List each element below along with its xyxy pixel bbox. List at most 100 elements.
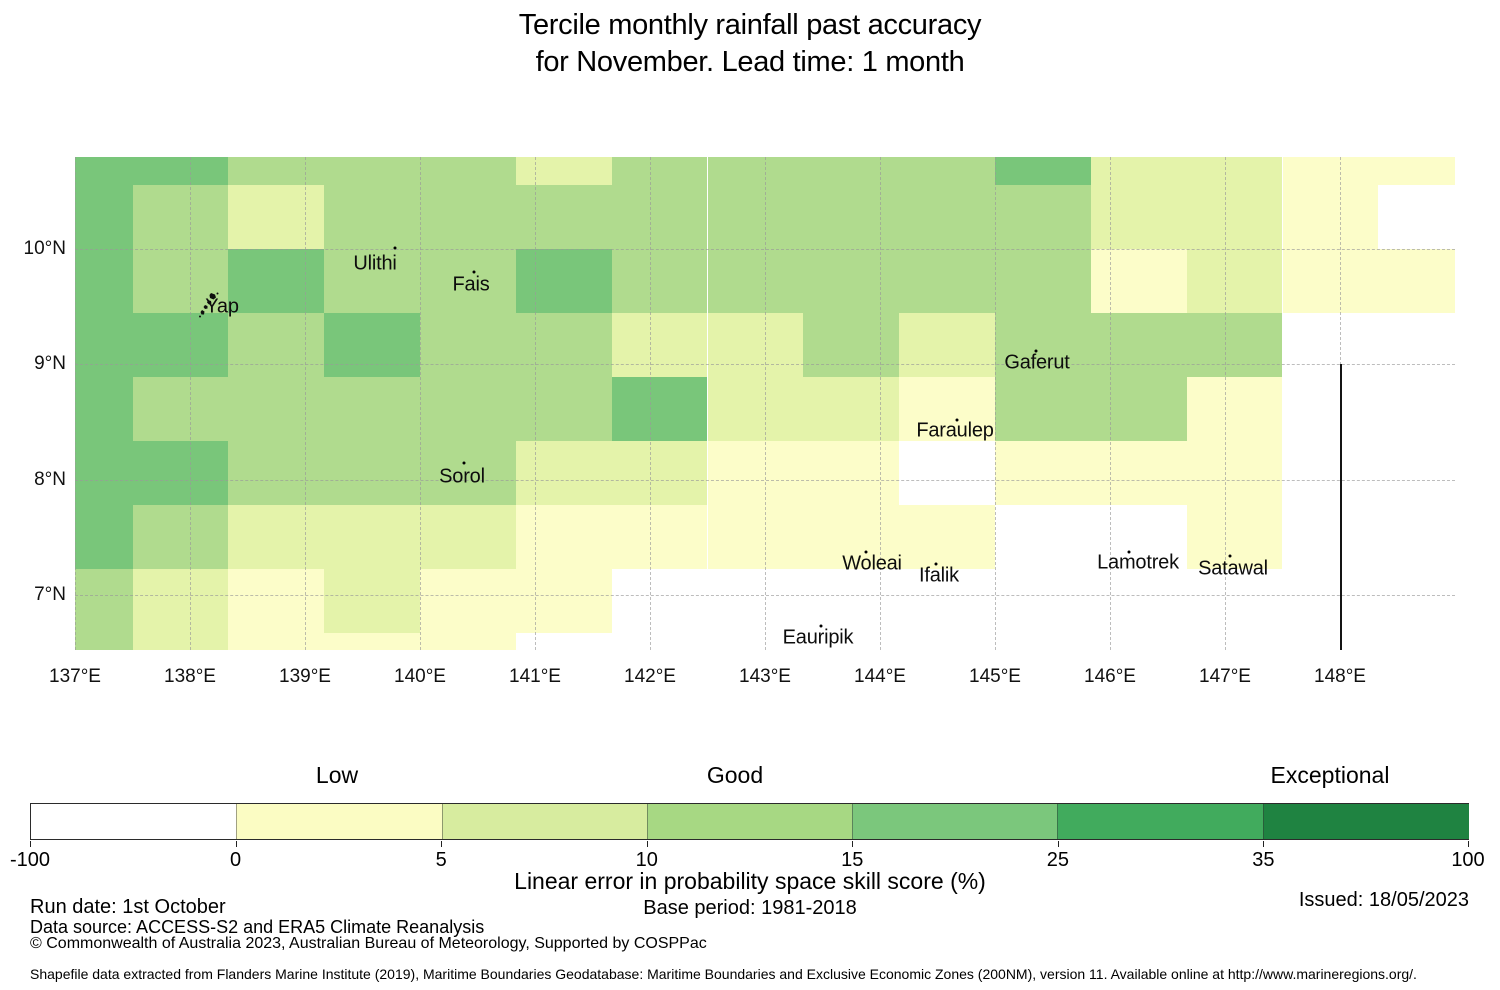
- map-cell: [1186, 184, 1283, 249]
- map-cell: [1186, 249, 1283, 314]
- map-cell: [420, 313, 516, 378]
- map-cell: [132, 184, 229, 249]
- map-cell: [1090, 441, 1187, 506]
- place-label-ifalik: Ifalik: [919, 564, 959, 587]
- map-cell: [228, 377, 325, 442]
- place-label-yap: Yap: [205, 295, 239, 318]
- x-tick-label: 146°E: [1084, 666, 1136, 687]
- place-marker-dot: [472, 270, 476, 274]
- colorbar-tick-label: 15: [841, 849, 864, 871]
- map-cell: [1090, 377, 1187, 442]
- map-cell: [132, 157, 229, 185]
- map-cell: [420, 633, 516, 650]
- map-cell: [75, 249, 133, 314]
- map-cell: [515, 441, 612, 506]
- map-cell: [228, 249, 325, 314]
- footer-copyright: © Commonwealth of Australia 2023, Austra…: [30, 935, 707, 952]
- map-cell: [324, 505, 420, 570]
- map-cell: [995, 184, 1091, 249]
- colorbar-tick: [441, 841, 443, 847]
- map-cell: [515, 505, 612, 570]
- map-cell: [803, 184, 900, 249]
- map-cell: [995, 313, 1091, 378]
- map-cell: [1090, 157, 1187, 185]
- colorbar-tick: [235, 841, 237, 847]
- place-marker-dot: [1034, 349, 1038, 353]
- map-cell: [420, 441, 516, 506]
- map-cell: [420, 157, 516, 185]
- colorbar-segment: [1262, 804, 1469, 839]
- colorbar-tick-label: -100: [9, 849, 51, 871]
- chart-title-line2: for November. Lead time: 1 month: [535, 46, 965, 78]
- map-cell: [228, 633, 325, 650]
- gridline-meridian: [190, 157, 191, 650]
- map-cell: [324, 157, 420, 185]
- place-label-sorol: Sorol: [439, 465, 485, 488]
- gridline-meridian: [765, 157, 766, 650]
- colorbar-category-label: Good: [706, 762, 764, 788]
- chart-title-line1: Tercile monthly rainfall past accuracy: [518, 9, 982, 41]
- place-marker-dot: [819, 624, 823, 628]
- map-cell: [803, 505, 900, 570]
- x-tick-label: 144°E: [854, 666, 906, 687]
- y-tick-label: 8°N: [34, 468, 66, 490]
- map-cell: [1282, 184, 1379, 249]
- gridline-meridian: [1110, 157, 1111, 650]
- x-tick-label: 137°E: [49, 666, 101, 687]
- gridline-parallel: [75, 594, 1455, 596]
- map-cell: [995, 377, 1091, 442]
- gridline-meridian: [1225, 157, 1226, 650]
- map-cell: [899, 377, 995, 442]
- place-marker-dot: [393, 246, 397, 250]
- colorbar-category-label: Exceptional: [1270, 762, 1390, 788]
- x-tick-label: 138°E: [164, 666, 216, 687]
- gridline-parallel: [75, 479, 1455, 481]
- map-cell: [228, 505, 325, 570]
- map-cell: [132, 505, 229, 570]
- place-label-faraulep: Faraulep: [916, 419, 994, 442]
- place-label-ulithi: Ulithi: [353, 252, 397, 275]
- place-label-eauripik: Eauripik: [782, 626, 854, 649]
- colorbar-tick: [852, 841, 854, 847]
- chart-title: Tercile monthly rainfall past accuracy f…: [0, 7, 1500, 81]
- map-cell: [515, 184, 612, 249]
- colorbar-tick: [1263, 841, 1265, 847]
- colorbar-segment: [646, 804, 854, 839]
- map-cell: [1090, 249, 1187, 314]
- map-cell: [995, 441, 1091, 506]
- gridline-meridian: [880, 157, 881, 650]
- footer-shapefile-note: Shapefile data extracted from Flanders M…: [30, 966, 1417, 982]
- map-cell: [75, 184, 133, 249]
- map-cell: [1186, 441, 1283, 506]
- x-tick-label: 148°E: [1314, 666, 1366, 687]
- place-label-gaferut: Gaferut: [1004, 351, 1070, 374]
- map-cell: [611, 505, 708, 570]
- map-cell: [1282, 249, 1379, 314]
- gridline-meridian: [305, 157, 306, 650]
- map-cell: [515, 249, 612, 314]
- map-cell: [1378, 249, 1455, 314]
- map-cell: [707, 377, 804, 442]
- x-tick-label: 147°E: [1199, 666, 1251, 687]
- gridline-meridian: [535, 157, 536, 650]
- place-marker-dot: [1127, 550, 1131, 554]
- map-cell: [75, 157, 133, 185]
- map-cell: [132, 633, 229, 650]
- place-marker-dot: [462, 461, 466, 465]
- colorbar-tick-label: 25: [1046, 849, 1069, 871]
- map-cell: [803, 313, 900, 378]
- map-cell: [75, 313, 133, 378]
- map-cell: [515, 313, 612, 378]
- place-label-woleai: Woleai: [842, 552, 902, 575]
- footer-issued-date: Issued: 18/05/2023: [1298, 889, 1469, 911]
- gridline-meridian: [420, 157, 421, 650]
- colorbar-axis-label: Linear error in probability space skill …: [514, 868, 986, 894]
- colorbar-tick: [1057, 841, 1059, 847]
- map-cell: [324, 633, 420, 650]
- map-cell: [899, 157, 995, 185]
- map-cell: [420, 377, 516, 442]
- map-cell: [1186, 157, 1283, 185]
- map-cell: [324, 569, 420, 634]
- map-cell: [899, 184, 995, 249]
- colorbar-tick-label: 35: [1252, 849, 1275, 871]
